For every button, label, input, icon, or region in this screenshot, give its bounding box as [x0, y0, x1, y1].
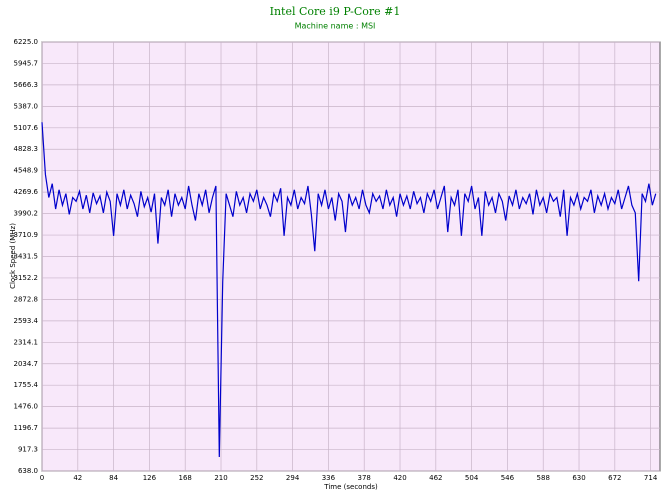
x-tick-label: 84	[109, 474, 118, 482]
y-tick-label: 1196.7	[14, 424, 39, 432]
x-tick-label: 588	[537, 474, 550, 482]
chart-title: Intel Core i9 P-Core #1	[270, 5, 401, 18]
x-tick-label: 546	[501, 474, 515, 482]
x-tick-label: 0	[40, 474, 44, 482]
y-tick-label: 5666.3	[14, 81, 39, 89]
y-tick-label: 4269.6	[14, 188, 39, 196]
y-tick-label: 638.0	[18, 467, 38, 475]
y-tick-label: 6225.0	[14, 38, 39, 46]
x-tick-label: 714	[644, 474, 658, 482]
y-tick-label: 3990.2	[14, 210, 39, 218]
x-tick-label: 126	[143, 474, 157, 482]
x-tick-label: 420	[393, 474, 406, 482]
x-tick-label: 168	[179, 474, 192, 482]
y-tick-label: 5945.7	[14, 59, 39, 67]
y-tick-label: 2314.1	[14, 338, 39, 346]
y-tick-label: 2872.8	[14, 295, 39, 303]
y-tick-label: 1755.4	[14, 381, 39, 389]
y-tick-label: 2593.4	[14, 317, 39, 325]
data-line	[41, 122, 657, 458]
y-tick-label: 3431.5	[14, 253, 39, 261]
x-tick-label: 42	[73, 474, 82, 482]
x-tick-label: 378	[358, 474, 371, 482]
y-tick-label: 2034.7	[14, 360, 39, 368]
y-tick-label: 5107.6	[14, 124, 39, 132]
y-tick-label: 4548.9	[14, 167, 39, 175]
x-tick-label: 210	[214, 474, 227, 482]
x-tick-label: 336	[322, 474, 336, 482]
x-tick-label: 462	[429, 474, 442, 482]
y-tick-label: 3152.2	[14, 274, 39, 282]
x-tick-label: 672	[608, 474, 621, 482]
x-tick-label: 294	[286, 474, 300, 482]
y-axis-label: Clock Speed (MHz)	[9, 223, 17, 289]
y-tick-label: 3710.9	[14, 231, 39, 239]
x-tick-label: 504	[465, 474, 479, 482]
y-tick-label: 5387.0	[14, 102, 39, 110]
x-tick-label: 252	[250, 474, 263, 482]
x-axis-label: Time (seconds)	[323, 483, 378, 491]
chart-subtitle: Machine name : MSI	[295, 22, 376, 31]
y-tick-label: 917.3	[18, 446, 38, 454]
y-tick-label: 4828.3	[14, 145, 39, 153]
x-tick-label: 630	[572, 474, 585, 482]
y-tick-label: 1476.0	[14, 403, 39, 411]
